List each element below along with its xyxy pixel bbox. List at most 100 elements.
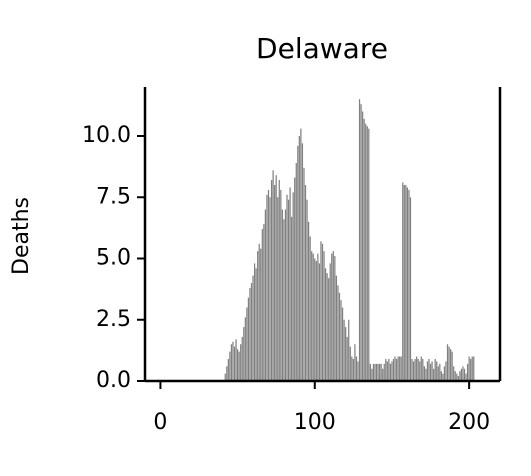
x-tick-label: 0 (153, 410, 167, 435)
bar (314, 258, 316, 381)
y-tick-label: 7.5 (96, 184, 131, 209)
bar (449, 349, 452, 381)
bar (442, 373, 444, 381)
bar (326, 273, 328, 381)
bar (247, 297, 250, 381)
bar (267, 189, 270, 381)
bar (352, 358, 354, 381)
bar (429, 363, 432, 381)
bar (283, 219, 285, 381)
bar (417, 358, 419, 381)
bar (470, 358, 472, 381)
bar (289, 187, 291, 381)
bar (378, 363, 381, 381)
bar (240, 344, 242, 381)
bar (434, 358, 436, 381)
bar (471, 356, 473, 381)
bar (249, 287, 251, 381)
bar (243, 327, 245, 381)
bar (287, 199, 290, 381)
bar (291, 216, 293, 381)
bar (351, 356, 353, 381)
bar (466, 363, 469, 381)
y-tick-label: 5.0 (96, 246, 131, 271)
bar (307, 221, 310, 381)
bar (462, 366, 464, 381)
bar (346, 336, 348, 381)
bar (380, 363, 382, 381)
x-tick-label: 200 (448, 410, 490, 435)
bar (399, 356, 401, 381)
bar (371, 368, 373, 381)
bar (343, 319, 345, 381)
bar (261, 229, 263, 381)
bar (465, 373, 467, 381)
bar (385, 358, 387, 381)
bar (372, 363, 375, 381)
bar (409, 197, 412, 381)
bar (328, 278, 330, 381)
bar (437, 366, 439, 381)
bar (422, 358, 424, 381)
bar (446, 344, 449, 381)
bar (232, 341, 234, 381)
chart-title: Delaware (256, 32, 388, 65)
bar (317, 253, 319, 381)
bar (406, 187, 409, 381)
bar (236, 349, 239, 381)
bar (348, 319, 350, 381)
bar (368, 128, 370, 381)
bar (374, 363, 376, 381)
bar (365, 123, 367, 381)
bar (297, 145, 299, 381)
bar (383, 363, 385, 381)
bar (369, 363, 371, 381)
bar (451, 351, 453, 381)
bar (227, 358, 229, 381)
bar (349, 346, 351, 381)
bar (397, 356, 399, 381)
bar (311, 251, 313, 381)
bar (355, 356, 358, 381)
bar (463, 368, 466, 381)
bar (440, 371, 442, 381)
bar (445, 361, 447, 381)
bar (382, 368, 384, 381)
bar (428, 358, 430, 381)
bar (286, 194, 288, 381)
bar (229, 351, 231, 381)
bar (323, 251, 325, 381)
bar (230, 344, 233, 381)
bar (454, 371, 456, 381)
bar (258, 243, 260, 381)
bar (386, 361, 388, 381)
bar (416, 356, 418, 381)
bar (337, 285, 339, 381)
bar (354, 344, 356, 381)
bar (284, 209, 287, 381)
bar (468, 356, 470, 381)
bar (473, 356, 475, 381)
bar (338, 292, 341, 381)
bar (419, 361, 421, 381)
bar (358, 99, 361, 381)
bar (277, 197, 279, 381)
y-tick-label: 0.0 (96, 368, 131, 393)
bar (457, 376, 459, 381)
bar (459, 371, 461, 381)
bar (460, 368, 463, 381)
bar (300, 128, 302, 381)
bar (272, 170, 274, 381)
bar (366, 126, 368, 381)
bar (394, 356, 396, 381)
bar (448, 346, 450, 381)
bar (439, 363, 441, 381)
bar (403, 185, 405, 381)
bar (278, 180, 280, 381)
bar (420, 356, 422, 381)
bar (318, 263, 321, 381)
bar (292, 192, 294, 381)
bar (224, 373, 226, 381)
bar (269, 197, 271, 381)
